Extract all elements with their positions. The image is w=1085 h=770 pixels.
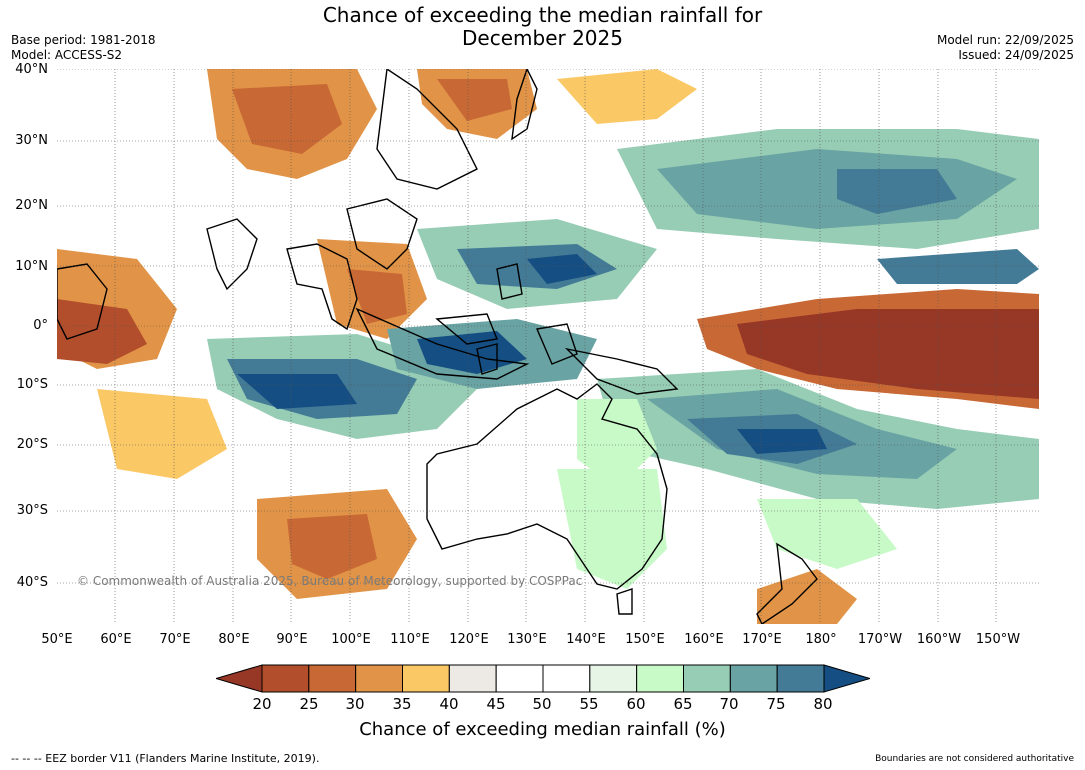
eez-border-note: -- -- -- EEZ border V11 (Flanders Marine… <box>11 752 320 765</box>
lat-label-10n: 10°N <box>15 259 48 274</box>
dry-regions <box>57 69 1039 624</box>
colorbar-segment-45-50 <box>495 664 544 693</box>
lon-label-60e: 60°E <box>100 632 132 647</box>
meta-right: Model run: 22/09/2025 Issued: 24/09/2025 <box>937 33 1074 63</box>
lon-label-170w: 170°W <box>857 632 903 647</box>
coastlines <box>57 69 818 624</box>
colorbar-segment-35-40 <box>402 664 450 693</box>
colorbar-tick-30: 30 <box>345 695 365 713</box>
colorbar-segment-40-45 <box>448 664 497 693</box>
lon-label-140e: 140°E <box>566 632 606 647</box>
colorbar-segment-50-55 <box>542 664 591 693</box>
lat-label-30n: 30°N <box>15 133 48 148</box>
colorbar-tick-25: 25 <box>299 695 319 713</box>
colorbar-tick-20: 20 <box>252 695 272 713</box>
wet-regions <box>207 129 1039 589</box>
colorbar-tick-75: 75 <box>766 695 786 713</box>
colorbar-segment-30-35 <box>355 664 404 693</box>
colorbar-tick-35: 35 <box>392 695 412 713</box>
lon-label-50e: 50°E <box>41 632 73 647</box>
colorbar-tick-55: 55 <box>579 695 599 713</box>
title-line-2: December 2025 <box>462 26 623 50</box>
colorbar-tick-80: 80 <box>813 695 833 713</box>
lon-label-150e: 150°E <box>625 632 665 647</box>
lon-label-70e: 70°E <box>159 632 191 647</box>
boundaries-disclaimer: Boundaries are not considered authoritat… <box>875 754 1074 764</box>
colorbar-segment-25-30 <box>308 664 357 693</box>
map-canvas <box>57 69 1039 624</box>
lon-label-100e: 100°E <box>331 632 371 647</box>
lon-label-160e: 160°E <box>684 632 724 647</box>
lon-label-130e: 130°E <box>507 632 547 647</box>
colorbar-segments <box>261 664 825 693</box>
rainfall-map <box>57 69 1039 624</box>
lat-label-20s: 20°S <box>16 437 48 452</box>
lon-label-150w: 150°W <box>975 632 1021 647</box>
colorbar <box>216 664 870 693</box>
colorbar-label: Chance of exceeding median rainfall (%) <box>359 719 726 740</box>
lon-label-90e: 90°E <box>276 632 308 647</box>
colorbar-extend-low <box>216 664 263 693</box>
colorbar-segment-20-25 <box>261 664 310 693</box>
lon-label-160w: 160°W <box>916 632 962 647</box>
colorbar-segment-70-75 <box>729 664 778 693</box>
colorbar-tick-45: 45 <box>486 695 506 713</box>
copyright-notice: © Commonwealth of Australia 2025, Bureau… <box>77 574 583 588</box>
colorbar-segment-75-80 <box>776 664 825 693</box>
base-period: Base period: 1981-2018 <box>11 33 156 47</box>
lat-label-30s: 30°S <box>16 503 48 518</box>
lat-label-20n: 20°N <box>15 198 48 213</box>
lat-label-0: 0° <box>33 318 48 333</box>
colorbar-tick-70: 70 <box>719 695 739 713</box>
meta-left: Base period: 1981-2018 Model: ACCESS-S2 <box>11 33 156 63</box>
graticule <box>57 69 1039 624</box>
colorbar-tick-65: 65 <box>673 695 693 713</box>
colorbar-tick-60: 60 <box>626 695 646 713</box>
model-run: Model run: 22/09/2025 <box>936 33 1074 47</box>
lon-label-170e: 170°E <box>742 632 782 647</box>
title-line-1: Chance of exceeding the median rainfall … <box>322 3 763 27</box>
colorbar-segment-55-60 <box>589 664 638 693</box>
map-title: Chance of exceeding the median rainfall … <box>0 4 1085 50</box>
colorbar-tick-40: 40 <box>439 695 459 713</box>
colorbar-tick-50: 50 <box>532 695 552 713</box>
lon-label-80e: 80°E <box>218 632 250 647</box>
colorbar-segment-65-70 <box>683 664 731 693</box>
lon-label-110e: 110°E <box>390 632 430 647</box>
lat-label-40n: 40°N <box>15 62 48 77</box>
colorbar-extend-high <box>823 664 870 693</box>
lat-label-10s: 10°S <box>16 377 48 392</box>
colorbar-segment-60-65 <box>636 664 684 693</box>
issued-date: Issued: 24/09/2025 <box>958 48 1074 62</box>
lat-label-40s: 40°S <box>16 575 48 590</box>
lon-label-120e: 120°E <box>449 632 489 647</box>
model-name: Model: ACCESS-S2 <box>11 48 123 62</box>
lon-label-180: 180° <box>805 632 837 647</box>
